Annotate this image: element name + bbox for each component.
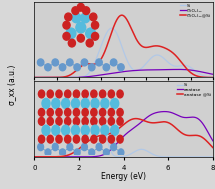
Legend: Si, (TiO₂)₁₅, (TiO₂)₁₅@Si: Si, (TiO₂)₁₅, (TiO₂)₁₅@Si [180, 3, 212, 18]
Legend: Si, anatase, anatase @Si: Si, anatase, anatase @Si [177, 83, 212, 97]
Text: σ_xx (a.u.): σ_xx (a.u.) [8, 65, 17, 105]
X-axis label: Energy (eV): Energy (eV) [101, 172, 146, 181]
